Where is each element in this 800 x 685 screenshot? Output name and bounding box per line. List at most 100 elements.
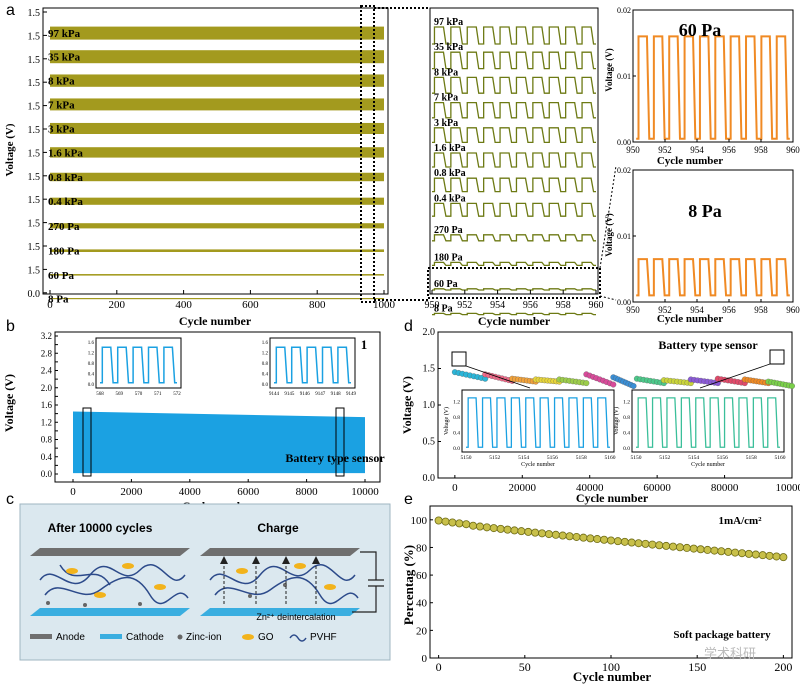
y-tick-label: 3.2 xyxy=(41,331,52,341)
data-point xyxy=(738,549,747,558)
zoom-trace xyxy=(432,26,596,45)
y-tick-label: 1.5 xyxy=(28,125,41,136)
go-flake xyxy=(66,568,78,574)
y-tick-label: 2.0 xyxy=(41,383,53,393)
inset-x-tick-label: 5160 xyxy=(605,455,616,461)
zoom-series-label: 8 Pa xyxy=(434,303,453,314)
inset-x-tick-label: 571 xyxy=(154,392,162,397)
legend-anode: Anode xyxy=(56,632,85,643)
y-tick-label: 2.8 xyxy=(41,348,53,358)
zoom-series-label: 7 kPa xyxy=(434,93,458,104)
data-point xyxy=(565,532,574,541)
inset-y-tick-label: 1.2 xyxy=(88,352,95,357)
legend-pvhf-swatch xyxy=(289,634,307,642)
x-tick-label: 0 xyxy=(436,660,442,674)
legend-go: GO xyxy=(258,632,274,643)
zoom-link-8pa xyxy=(599,295,617,301)
voltage-trace xyxy=(636,258,790,297)
go-flake xyxy=(94,592,106,598)
inset-trace xyxy=(274,346,351,384)
data-point xyxy=(689,544,698,553)
inset-x-tick-label: 5152 xyxy=(489,455,500,461)
data-point xyxy=(448,518,457,527)
panel-c-diagram: After 10000 cycles Charge xyxy=(19,503,391,661)
y-tick-label: 0.01 xyxy=(617,232,631,241)
x-tick-label: 0 xyxy=(70,486,76,498)
y-tick-label: 1.5 xyxy=(28,172,41,183)
data-point xyxy=(744,549,753,558)
y-tick-label: 0.02 xyxy=(617,6,631,15)
x-tick-label: 2000 xyxy=(120,486,143,498)
data-point xyxy=(751,550,760,559)
panel-a-zoom-xlabel: Cycle number xyxy=(478,314,551,328)
panel-d-series-label: Battery type sensor xyxy=(658,338,758,352)
zoom-series-label: 3 kPa xyxy=(434,118,458,129)
inset-x-tick-label: 569 xyxy=(116,392,124,397)
panel-a-frame xyxy=(42,7,389,295)
data-point xyxy=(627,538,636,547)
x-tick-label: 800 xyxy=(309,299,326,311)
x-tick-label: 200 xyxy=(109,299,126,311)
arrow-head xyxy=(220,556,228,564)
data-point xyxy=(620,537,629,546)
y-tick-label: 1.5 xyxy=(28,8,41,19)
inset-y-tick-label: 0.4 xyxy=(262,373,269,378)
voltage-trace xyxy=(636,35,790,140)
panel-b-ylabel: Voltage (V) xyxy=(2,374,16,432)
arrow-head xyxy=(312,556,320,564)
y-tick-label: 1.5 xyxy=(28,102,41,113)
inset-frame xyxy=(461,389,615,453)
pvhf-chain xyxy=(209,564,356,585)
data-point xyxy=(517,527,526,536)
y-tick-label: 2.4 xyxy=(41,366,53,376)
legend-cathode-swatch xyxy=(100,634,122,639)
inset-x-tick-label: 570 xyxy=(135,392,143,397)
series-band xyxy=(50,98,384,111)
connector xyxy=(465,365,531,389)
anode-right xyxy=(200,548,360,556)
x-tick-label: 952 xyxy=(658,305,672,315)
inset-x-tick-label: 9145 xyxy=(284,392,295,397)
y-tick-label: 1.2 xyxy=(41,417,52,427)
inset-x-tick-label: 5154 xyxy=(518,455,529,461)
zoom-trace xyxy=(432,234,596,242)
go-flake xyxy=(294,563,306,569)
data-point xyxy=(503,525,512,534)
watermark: 学术科研 xyxy=(704,646,756,661)
plot-frame xyxy=(632,169,794,303)
x-tick-label: 60000 xyxy=(643,482,671,494)
inset-x-tick-label: 5150 xyxy=(461,455,472,461)
x-tick-label: 8000 xyxy=(296,486,319,498)
panel-a-8pa-plot: 950 952 954 956 958 960 0.00 0.01 0.02 xyxy=(617,166,800,315)
data-point xyxy=(710,546,719,555)
anode-left xyxy=(30,548,190,556)
y-tick-label: 0.0 xyxy=(423,473,436,484)
go-flake xyxy=(122,563,134,569)
legend-pvhf: PVHF xyxy=(310,632,337,643)
panel-d-ylabel: Voltage (V) xyxy=(400,376,414,434)
inset-x-tick-label: 5156 xyxy=(717,455,728,461)
plot-frame xyxy=(54,331,381,483)
zoom-trace xyxy=(432,101,596,119)
circuit-wire xyxy=(352,551,384,613)
inset-x-tick-label: 5154 xyxy=(688,455,699,461)
series-label: 60 Pa xyxy=(48,270,74,282)
data-point xyxy=(703,545,712,554)
data-point xyxy=(455,519,464,528)
data-point xyxy=(717,547,726,556)
data-point xyxy=(434,516,443,525)
series-label: 0.8 kPa xyxy=(48,172,83,184)
data-point xyxy=(634,539,643,548)
data-point xyxy=(610,381,617,388)
inset-y-tick-label: 0.0 xyxy=(453,446,460,452)
panel-a-60pa-xlabel: Cycle number xyxy=(657,155,723,167)
x-tick-label: 954 xyxy=(490,300,505,311)
cathode-right xyxy=(200,608,360,616)
data-point xyxy=(475,522,484,531)
zinc-ion xyxy=(248,594,252,598)
data-point xyxy=(551,530,560,539)
x-tick-label: 960 xyxy=(786,305,800,315)
data-point xyxy=(544,530,553,539)
y-tick-label: 0.00 xyxy=(617,138,631,147)
